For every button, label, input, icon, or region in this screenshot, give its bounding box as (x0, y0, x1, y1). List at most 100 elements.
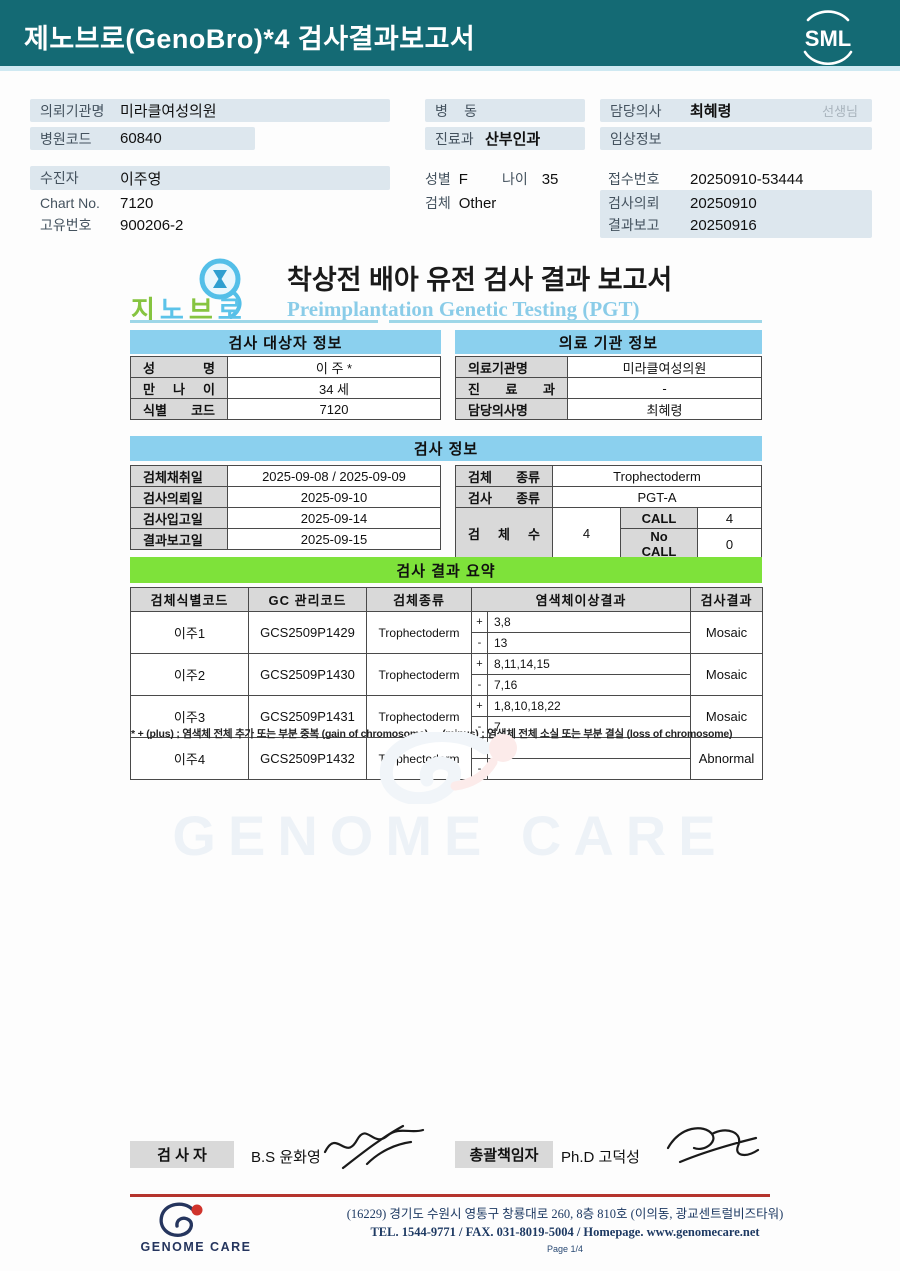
minus-sign: - (471, 758, 488, 780)
cell-label: 결과보고일 (130, 528, 228, 550)
col-header: 염색체이상결과 (470, 587, 692, 612)
request-report-block: 검사의뢰 20250910 결과보고 20250916 (600, 190, 872, 238)
field-ward: 병 동 (425, 99, 585, 122)
hospital-code-label: 병원코드 (40, 130, 92, 147)
table-row: 담당의사명 최혜령 (455, 398, 762, 420)
clinical-info-label: 임상정보 (610, 130, 662, 147)
sex-label: 성별 (425, 171, 451, 187)
brand-char: 노 (159, 295, 189, 325)
specimen-count-label: 검 체 수 (455, 507, 553, 560)
ward-label: 병 동 (435, 102, 477, 119)
specimen-count-value: 4 (552, 507, 621, 560)
gain-chromosomes: 3,8 (486, 611, 692, 633)
requesting-org-label: 의뢰기관명 (40, 102, 105, 119)
field-report-date: 결과보고 20250916 (600, 214, 872, 236)
specimen-type: Trophectoderm (366, 611, 472, 654)
test-info-title: 검사 정보 (130, 436, 762, 461)
cell-label: 검사 종류 (455, 486, 553, 508)
footer-logo-icon (159, 1202, 203, 1237)
age-value: 35 (541, 170, 559, 188)
result: Abnormal (690, 737, 764, 780)
field-specimen: 검체 Other (425, 192, 600, 214)
age-label: 나이 (501, 171, 528, 187)
cell-label: 만 나 이 (130, 377, 228, 399)
table-row: 의료기관명 미라클여성의원 (455, 356, 762, 378)
department-value: 산부인과 (485, 131, 541, 148)
brand-char: 지 (131, 295, 160, 325)
embryo-id: 이주2 (130, 653, 249, 696)
summary-row: 이주1 GCS2509P1429 Trophectoderm + 3,8 Mos… (130, 611, 764, 654)
summary-title: 검사 결과 요약 (130, 557, 762, 583)
doctor-suffix: 선생님 (822, 104, 858, 119)
receipt-no-label: 접수번호 (608, 171, 660, 187)
subject-table-title: 검사 대상자 정보 (130, 330, 441, 354)
patient-name-value: 이주영 (120, 170, 162, 188)
field-doctor: 담당의사 최혜령 선생님 (600, 99, 872, 122)
examiner-signature (323, 1124, 425, 1170)
page-title: 제노브로(GenoBro)*4 검사결과보고서 (24, 24, 476, 54)
examiner-name: B.S 윤화영 (251, 1149, 321, 1166)
embryo-id: 이주1 (130, 611, 249, 654)
nocall-value: 0 (697, 528, 762, 560)
result: Mosaic (690, 653, 764, 696)
plus-sign: + (471, 611, 488, 633)
gc-code: GCS2509P1430 (248, 653, 367, 696)
table-row: No CALL 0 (456, 528, 762, 560)
chart-no-value: 7120 (120, 194, 154, 212)
col-header: 검체식별코드 (130, 587, 249, 612)
call-label: CALL (620, 507, 698, 529)
field-department: 진료과 산부인과 (425, 127, 585, 150)
test-dates-table: 검체채취일 2025-09-08 / 2025-09-09 검사의뢰일 2025-0… (130, 465, 441, 550)
report-title: 착상전 배아 유전 검사 결과 보고서 (287, 265, 673, 295)
footer-address-block: (16229) 경기도 수원시 영통구 창룡대로 260, 8층 810호 (이… (330, 1203, 800, 1254)
table-row: 검사입고일 2025-09-14 (130, 507, 441, 529)
result: Mosaic (690, 695, 764, 738)
cell-label: 담당의사명 (455, 398, 568, 420)
footer-contact: TEL. 1544-9771 / FAX. 031-8019-5004 / Ho… (370, 1225, 760, 1239)
cell-value: 최혜령 (567, 398, 762, 420)
summary-row: 이주2 GCS2509P1430 Trophectoderm + 8,11,14… (130, 653, 764, 696)
specimen-value: Other (458, 194, 497, 212)
field-unique-id: 고유번호 900206-2 (30, 214, 390, 236)
clinic-table: 의료기관명 미라클여성의원 진 료 과- 담당의사명 최혜령 (455, 356, 762, 420)
result: Mosaic (690, 611, 764, 654)
table-row: 검사의뢰일 2025-09-10 (130, 486, 441, 508)
embryo-id: 이주3 (130, 695, 249, 738)
field-request-date: 검사의뢰 20250910 (600, 192, 872, 214)
table-row: 진 료 과- (455, 377, 762, 399)
cell-value: 2025-09-15 (227, 528, 441, 550)
specimen-type: Trophectoderm (366, 653, 472, 696)
loss-chromosomes (486, 758, 692, 780)
genobro-logo-icon (199, 258, 242, 319)
director-signature (666, 1127, 760, 1164)
chart-no-label: Chart No. (40, 195, 100, 211)
examiner-label-box: 검 사 자 (130, 1141, 234, 1168)
cell-label: 성 명 (130, 356, 228, 378)
director-name: Ph.D 고덕성 (561, 1149, 640, 1166)
watermark-text: GENOME CARE (172, 804, 728, 867)
col-header: GC 관리코드 (248, 587, 367, 612)
director-label-box: 총괄책임자 (455, 1141, 553, 1168)
cell-label: 검사의뢰일 (130, 486, 228, 508)
specimen-label: 검체 (425, 195, 451, 211)
field-chart-no: Chart No. 7120 (30, 192, 390, 214)
footnote: * + (plus) ; 염색체 전체 추가 또는 부분 중복 (gain of… (131, 728, 733, 740)
loss-chromosomes: 7,16 (486, 674, 692, 696)
gc-code: GCS2509P1429 (248, 611, 367, 654)
department-label: 진료과 (435, 130, 474, 147)
request-date-label: 검사의뢰 (608, 195, 660, 211)
field-receipt-no: 접수번호 20250910-53444 (600, 168, 872, 190)
request-date-value: 20250910 (690, 194, 757, 212)
cell-label: 의료기관명 (455, 356, 568, 378)
field-patient-name: 수진자 이주영 (30, 166, 390, 190)
patient-name-label: 수진자 (40, 170, 79, 186)
report-date-value: 20250916 (690, 216, 757, 234)
table-row: 검체채취일 2025-09-08 / 2025-09-09 (130, 465, 441, 487)
summary-header-row: 검체식별코드 GC 관리코드 검체종류 염색체이상결과 검사결과 (130, 587, 764, 612)
table-row: 만 나 이 34 세 (130, 377, 441, 399)
summary-subrow: - 13 (131, 632, 763, 654)
gain-chromosomes: 1,8,10,18,22 (486, 695, 692, 717)
cell-value: 2025-09-14 (227, 507, 441, 529)
minus-sign: - (471, 674, 488, 696)
col-header: 검체종류 (366, 587, 472, 612)
